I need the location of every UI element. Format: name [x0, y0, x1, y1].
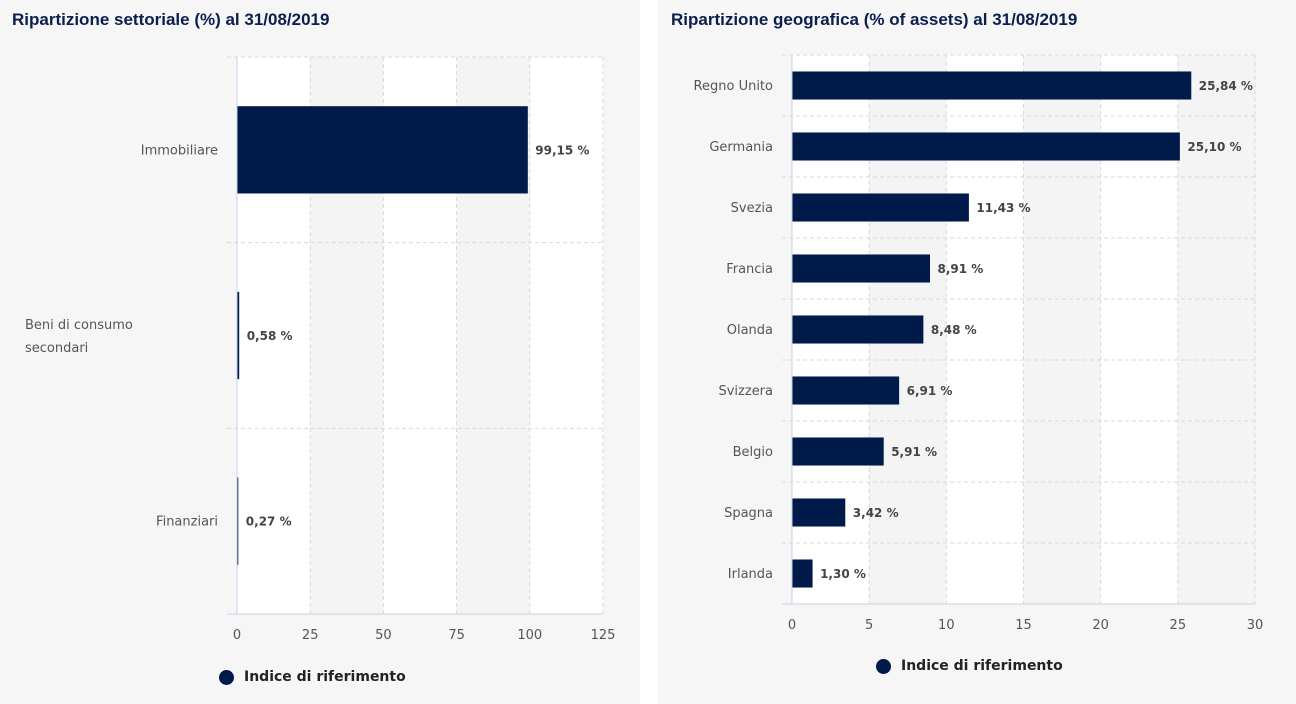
sector-breakdown-panel: Ripartizione settoriale (%) al 31/08/201… — [0, 0, 640, 704]
geo-bar — [792, 315, 924, 344]
legend-dot-icon — [219, 669, 234, 685]
geo-data-label: 8,48 % — [931, 323, 977, 337]
geo-category-label: Olanda — [727, 323, 773, 338]
sector-bar-chart: 99,15 % Immobiliare 0,58 % Beni di consumo s… — [25, 56, 616, 643]
geo-bar — [792, 376, 900, 405]
sector-x-tick-label: 25 — [302, 628, 319, 643]
geo-category-label: Spagna — [724, 506, 773, 521]
sector-bar — [237, 477, 239, 565]
sector-category-label: Immobiliare — [141, 143, 218, 158]
sector-category-label: Beni di consumo secondari — [25, 318, 133, 356]
legend-dot-icon — [876, 658, 891, 674]
geo-x-tick-label: 5 — [865, 618, 873, 633]
sector-category-label: Finanziari — [156, 515, 218, 530]
sector-plot-band — [529, 57, 603, 614]
sector-category-label-line: secondari — [25, 341, 88, 356]
sector-legend-item[interactable]: Indice di riferimento — [219, 669, 406, 685]
sector-data-label: 0,58 % — [247, 329, 293, 343]
geo-data-label: 25,84 % — [1199, 79, 1253, 93]
geo-bar — [792, 71, 1192, 100]
sector-x-tick-label: 100 — [517, 628, 542, 643]
geographic-legend-item[interactable]: Indice di riferimento — [876, 658, 1063, 674]
geo-bar — [792, 193, 969, 222]
sector-data-label: 0,27 % — [246, 515, 292, 529]
geo-category-label: Belgio — [733, 445, 773, 460]
geo-category-label: Irlanda — [728, 567, 773, 582]
geographic-chart-title: Ripartizione geografica (% of assets) al… — [671, 10, 1078, 29]
sector-bar — [237, 291, 240, 380]
geo-data-label: 3,42 % — [853, 506, 899, 520]
geographic-bar-chart: 25,84 % Regno Unito 25,10 % Germania 11,43 %… — [694, 54, 1264, 633]
sector-x-tick-label: 50 — [375, 628, 392, 643]
geo-data-label: 25,10 % — [1187, 140, 1241, 154]
legend-label: Indice di riferimento — [244, 669, 406, 685]
sector-data-label: 99,15 % — [535, 143, 589, 157]
geo-bar — [792, 132, 1180, 161]
geo-x-tick-label: 30 — [1247, 618, 1264, 633]
geographic-breakdown-panel: Ripartizione geografica (% of assets) al… — [658, 0, 1296, 704]
geo-category-label: Germania — [709, 140, 773, 155]
geo-bar — [792, 254, 931, 283]
sector-x-tick-label: 125 — [591, 628, 616, 643]
geo-category-label: Regno Unito — [694, 79, 773, 94]
geo-bar — [792, 437, 884, 466]
sector-bar — [237, 106, 528, 194]
geo-x-tick-label: 0 — [788, 618, 796, 633]
sector-x-tick-label: 0 — [233, 628, 241, 643]
geo-category-label: Svizzera — [718, 384, 773, 399]
geo-data-label: 8,91 % — [938, 262, 984, 276]
sector-x-tick-label: 75 — [448, 628, 465, 643]
geo-x-tick-label: 15 — [1015, 618, 1032, 633]
sector-category-label-line: Beni di consumo — [25, 318, 133, 333]
geo-data-label: 5,91 % — [891, 445, 937, 459]
geo-x-tick-label: 20 — [1092, 618, 1109, 633]
geo-data-label: 11,43 % — [976, 201, 1030, 215]
geo-data-label: 6,91 % — [907, 384, 953, 398]
geo-x-tick-label: 10 — [938, 618, 955, 633]
geo-category-label: Francia — [726, 262, 773, 277]
geo-bar — [792, 498, 846, 527]
geo-bar — [792, 559, 813, 588]
geo-plot-band — [1177, 55, 1255, 604]
legend-label: Indice di riferimento — [901, 658, 1063, 674]
geo-category-label: Svezia — [731, 201, 773, 216]
geo-x-tick-label: 25 — [1170, 618, 1187, 633]
sector-chart-title: Ripartizione settoriale (%) al 31/08/201… — [12, 10, 330, 29]
geo-data-label: 1,30 % — [820, 567, 866, 581]
